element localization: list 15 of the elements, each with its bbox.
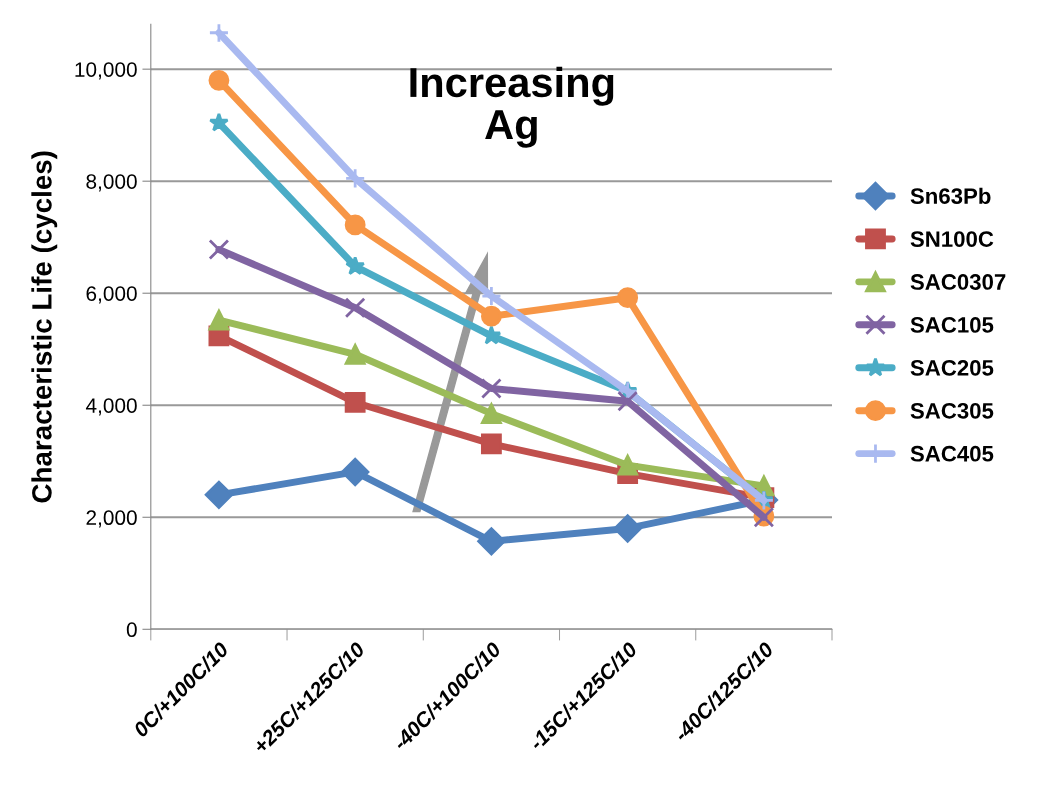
y-tick-label: 6,000 xyxy=(86,286,137,304)
y-tick-label: 4,000 xyxy=(85,398,137,416)
y-axis-title: Characteristic Life (cycles) xyxy=(31,151,58,503)
legend-label: SAC405 xyxy=(910,445,994,462)
legend-label: SAC105 xyxy=(910,317,994,333)
legend-label: Sn63Pb xyxy=(910,187,991,205)
legend-label: SAC0307 xyxy=(910,274,1006,290)
y-tick-label: 0 xyxy=(126,622,137,638)
y-tick-label: 10,000 xyxy=(75,62,137,80)
y-tick-label: 8,000 xyxy=(86,174,137,192)
y-tick-label: 2,000 xyxy=(86,510,137,528)
legend-label: SAC205 xyxy=(910,360,994,376)
legend-label: SN100C xyxy=(910,231,994,247)
annotation: Increasing Ag xyxy=(410,66,614,148)
legend-label: SAC305 xyxy=(910,402,994,419)
